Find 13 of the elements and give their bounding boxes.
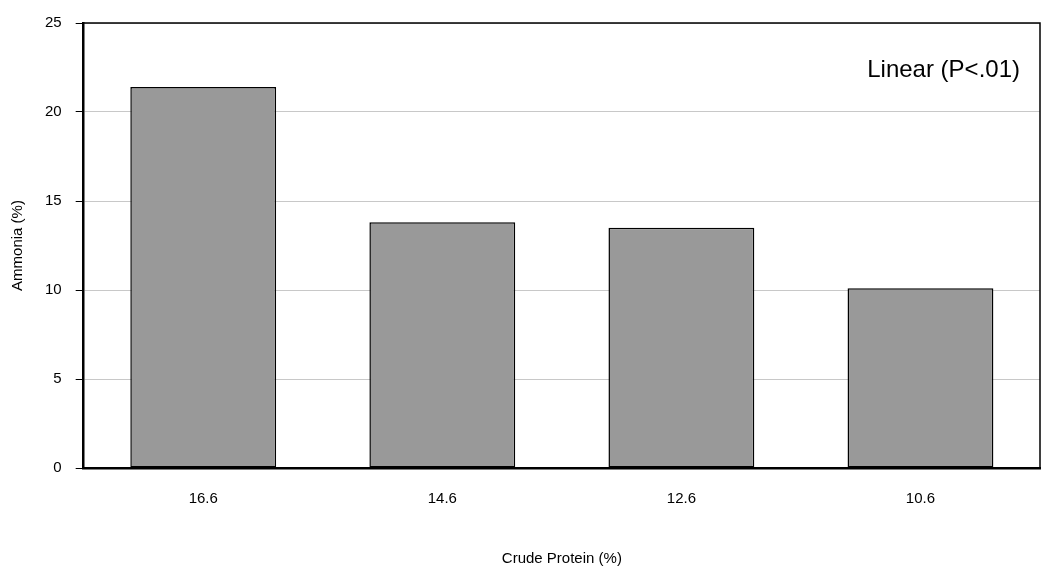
- y-axis-title: Ammonia (%): [8, 200, 26, 291]
- y-tick-label: 5: [53, 369, 62, 387]
- x-axis-title: Crude Protein (%): [501, 549, 622, 567]
- annotation: Linear (P<.01): [867, 54, 1020, 82]
- y-tick-label: 25: [45, 13, 62, 31]
- y-tick-label: 15: [45, 191, 62, 209]
- y-tick-label: 0: [53, 458, 62, 476]
- x-tick-label: 14.6: [427, 489, 457, 507]
- y-tick-label: 10: [45, 280, 62, 298]
- x-tick-label: 12.6: [666, 489, 696, 507]
- y-tick-label: 20: [45, 102, 62, 120]
- x-tick-label: 10.6: [905, 489, 936, 507]
- x-tick-label: 16.6: [188, 489, 218, 507]
